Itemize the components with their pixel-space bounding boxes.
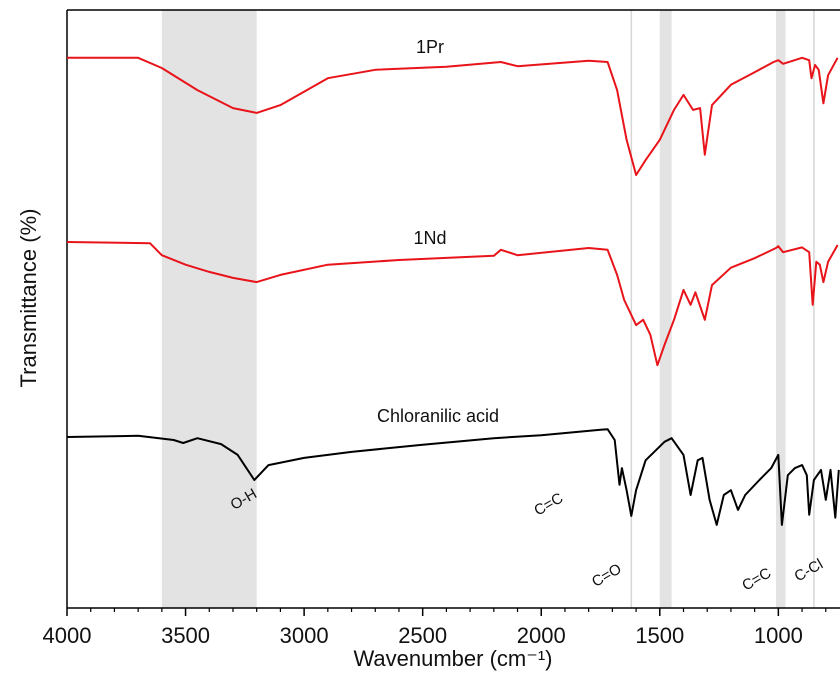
x-tick-label: 4000 — [43, 623, 92, 648]
y-axis-label: Transmittance (%) — [16, 209, 41, 388]
x-tick-label: 3000 — [280, 623, 329, 648]
spectrum-line — [66, 428, 840, 526]
spectrum-line — [66, 241, 839, 367]
shaded-band — [775, 10, 786, 608]
shaded-band — [659, 10, 672, 608]
x-tick-label: 1500 — [635, 623, 684, 648]
spectrum-line — [67, 56, 839, 176]
series-label: 1Nd — [413, 228, 446, 248]
peak-annotation: C=C — [531, 489, 566, 519]
peak-annotation: C-Cl — [791, 556, 825, 586]
peak-annotation: C=O — [589, 560, 625, 590]
x-tick-label: 1000 — [754, 623, 803, 648]
x-tick-label: 2000 — [517, 623, 566, 648]
x-axis-label: Wavenumber (cm⁻¹) — [353, 646, 552, 671]
series-label: 1Pr — [416, 37, 444, 57]
x-tick-label: 2500 — [398, 623, 447, 648]
peak-annotation: C=C — [739, 564, 774, 594]
shaded-band — [161, 10, 257, 608]
series-label: Chloranilic acid — [377, 406, 499, 426]
x-tick-label: 3500 — [161, 623, 210, 648]
